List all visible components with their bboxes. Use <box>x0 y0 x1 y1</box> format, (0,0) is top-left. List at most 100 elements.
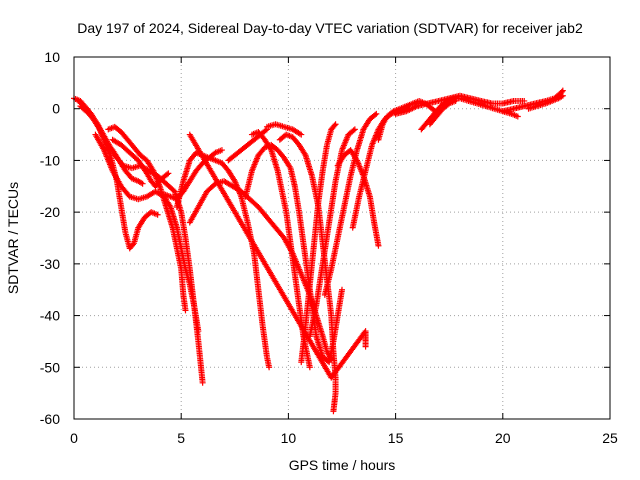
data-point <box>225 153 237 164</box>
data-point <box>321 267 334 298</box>
data-point <box>390 106 402 115</box>
x-tick-label: 15 <box>388 430 404 446</box>
data-point <box>206 154 217 163</box>
chart-title: Day 197 of 2024, Sidereal Day-to-day VTE… <box>77 20 583 36</box>
data-point <box>128 175 140 184</box>
data-point <box>92 131 107 152</box>
data-point <box>118 141 132 155</box>
data-point <box>186 281 197 307</box>
data-point <box>225 167 237 183</box>
data-point <box>111 152 126 168</box>
data-point <box>212 147 225 156</box>
series-pass-12 <box>225 126 270 164</box>
data-point <box>94 121 109 142</box>
data-point <box>272 224 287 240</box>
data-point <box>283 131 295 140</box>
data-point <box>416 97 428 106</box>
data-point <box>186 169 199 185</box>
data-point <box>347 147 360 162</box>
data-point <box>326 179 339 226</box>
data-point <box>291 183 302 214</box>
data-point <box>315 169 326 205</box>
data-point <box>334 153 347 169</box>
y-axis-title: SDTVAR / TECUs <box>5 182 21 294</box>
data-point <box>244 137 256 148</box>
data-point <box>287 240 298 276</box>
data-point <box>173 179 186 210</box>
data-point <box>173 224 184 250</box>
series-isolated <box>186 131 369 381</box>
data-point <box>345 126 358 138</box>
y-tick-label: -10 <box>40 152 60 168</box>
data-point <box>437 98 449 110</box>
data-point <box>296 141 308 157</box>
data-point <box>289 126 305 138</box>
data-point <box>426 114 439 128</box>
data-point <box>549 96 560 104</box>
data-point <box>354 157 366 178</box>
series-pass-18 <box>334 147 382 249</box>
data-point <box>319 143 330 174</box>
data-point <box>557 87 566 97</box>
data-point <box>499 98 515 107</box>
data-point <box>195 190 210 210</box>
x-tick-label: 20 <box>495 430 511 446</box>
data-point <box>111 123 123 134</box>
plot-frame <box>73 56 611 420</box>
data-point <box>135 178 146 187</box>
axis-ticks: 0 5 10 15 20 25 -60 -50 -40 -30 -20 -10 0 10 <box>40 49 618 446</box>
data-point <box>143 157 156 173</box>
data-point <box>109 167 124 188</box>
data-point <box>178 245 189 271</box>
data-point <box>371 219 382 249</box>
data-point <box>255 203 269 220</box>
data-point <box>212 157 224 166</box>
data-point <box>180 291 189 314</box>
data-point <box>409 98 421 107</box>
y-tick-label: 0 <box>52 101 60 117</box>
data-point <box>302 152 315 178</box>
data-point <box>302 283 313 329</box>
data-point <box>444 96 455 104</box>
x-axis-title: GPS time / hours <box>289 457 396 473</box>
data-point <box>268 141 280 153</box>
data-point <box>248 153 261 174</box>
data-point <box>291 271 302 307</box>
data-point <box>366 193 377 224</box>
series-pass-11 <box>248 128 313 371</box>
x-tick-label: 25 <box>602 430 618 446</box>
data-point <box>193 161 205 174</box>
data-point <box>362 143 375 174</box>
data-point <box>263 353 273 371</box>
data-point <box>255 145 267 159</box>
data-point <box>289 134 302 147</box>
data-point <box>103 136 117 157</box>
series-pass-6 <box>109 136 172 190</box>
data-point <box>251 250 262 291</box>
data-point <box>328 121 339 133</box>
data-point <box>362 335 369 350</box>
data-point <box>167 193 179 202</box>
data-point <box>152 176 164 190</box>
data-point <box>255 286 266 328</box>
data-point <box>259 322 270 359</box>
data-point <box>178 266 187 297</box>
data-point <box>143 170 154 183</box>
data-point <box>229 183 243 194</box>
data-point <box>124 136 136 150</box>
data-point <box>242 169 255 200</box>
series-pass-15 <box>263 121 305 138</box>
data-point <box>306 241 317 288</box>
data-point <box>122 167 134 181</box>
data-point <box>418 119 430 133</box>
data-point <box>178 209 189 240</box>
data-point <box>360 117 372 133</box>
data-point <box>354 127 366 154</box>
series-pass-3 <box>77 103 206 386</box>
data-point <box>135 215 147 231</box>
data-point <box>246 196 261 209</box>
data-point <box>510 97 528 104</box>
data-point <box>118 203 129 235</box>
data-point <box>274 167 285 193</box>
x-tick-label: 5 <box>177 430 185 446</box>
